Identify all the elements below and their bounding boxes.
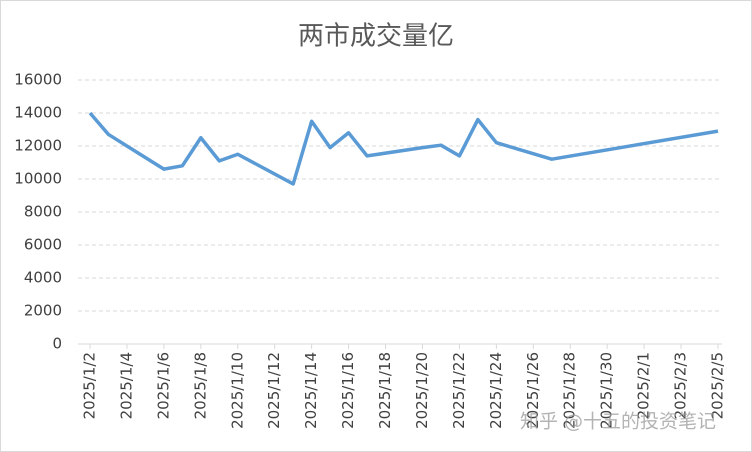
y-tick-label: 14000 [14, 104, 62, 122]
y-tick-label: 8000 [24, 203, 62, 221]
x-tick-label: 2025/1/24 [487, 352, 505, 429]
y-tick-label: 0 [52, 335, 62, 353]
y-tick-label: 16000 [14, 71, 62, 89]
x-tick-label: 2025/1/18 [376, 352, 394, 429]
x-tick-label: 2025/1/10 [228, 352, 246, 429]
x-tick-label: 2025/1/8 [191, 352, 209, 419]
y-tick-label: 10000 [14, 170, 62, 188]
x-tick-label: 2025/1/16 [339, 352, 357, 429]
chart-title: 两市成交量亿 [298, 22, 454, 52]
x-tick-label: 2025/2/5 [709, 352, 727, 419]
watermark: 知乎 @十五的投资笔记 [520, 411, 716, 433]
x-tick-label: 2025/1/30 [598, 352, 616, 429]
x-tick-label: 2025/2/1 [635, 352, 653, 419]
y-tick-label: 6000 [24, 236, 62, 254]
y-tick-label: 2000 [24, 302, 62, 320]
x-tick-label: 2025/1/20 [413, 352, 431, 429]
x-tick-label: 2025/1/22 [450, 352, 468, 429]
x-tick-label: 2025/1/4 [117, 352, 135, 419]
y-tick-label: 12000 [14, 137, 62, 155]
x-tick-label: 2025/1/12 [265, 352, 283, 429]
x-tick-label: 2025/1/26 [524, 352, 542, 429]
x-tick-label: 2025/1/6 [154, 352, 172, 419]
x-tick-label: 2025/1/2 [81, 352, 99, 419]
x-tick-label: 2025/1/28 [561, 352, 579, 429]
x-tick-label: 2025/2/3 [672, 352, 690, 419]
data-line [88, 111, 719, 186]
x-tick-label: 2025/1/14 [302, 352, 320, 429]
y-tick-label: 4000 [24, 269, 62, 287]
